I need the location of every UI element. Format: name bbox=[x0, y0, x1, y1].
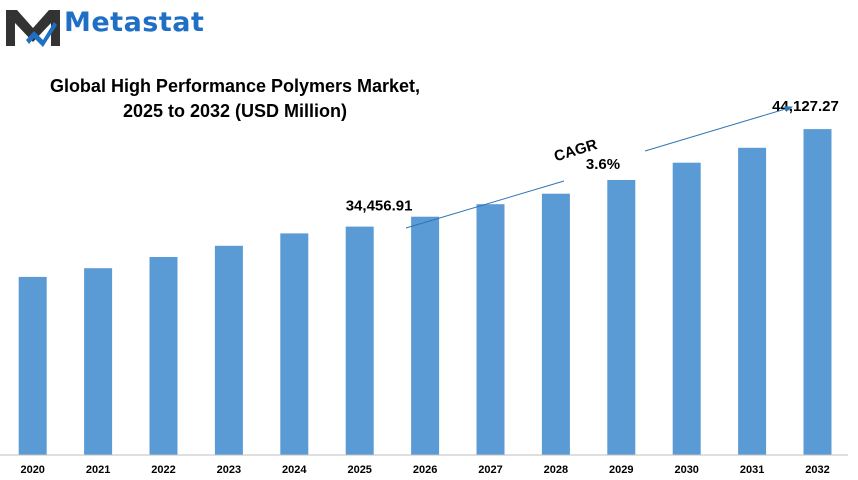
bar-2023 bbox=[214, 245, 243, 455]
x-tick-2022: 2022 bbox=[151, 464, 175, 476]
x-tick-2024: 2024 bbox=[282, 464, 307, 476]
chart-title-line-2: 2025 to 2032 (USD Million) bbox=[122, 101, 348, 121]
bar-2024 bbox=[280, 233, 309, 455]
cagr-arrow-end bbox=[644, 106, 793, 152]
x-tick-2029: 2029 bbox=[609, 464, 633, 476]
x-tick-2027: 2027 bbox=[478, 464, 502, 476]
bar-2026 bbox=[411, 216, 440, 455]
x-tick-2028: 2028 bbox=[544, 464, 568, 476]
chart-title-line-1: Global High Performance Polymers Market, bbox=[49, 76, 421, 96]
x-tick-2020: 2020 bbox=[20, 464, 44, 476]
bar-2025 bbox=[345, 226, 374, 455]
metastat-m-logo-icon bbox=[6, 10, 60, 47]
cagr-value: 3.6% bbox=[586, 156, 620, 173]
x-tick-2031: 2031 bbox=[740, 464, 764, 476]
bar-2029 bbox=[607, 180, 636, 455]
x-tick-2030: 2030 bbox=[674, 464, 698, 476]
x-tick-2032: 2032 bbox=[805, 464, 829, 476]
bar-2027 bbox=[476, 204, 505, 455]
bar-2030 bbox=[672, 162, 701, 455]
metastat-logo bbox=[6, 10, 60, 47]
chart-title: Global High Performance Polymers Market,… bbox=[20, 74, 450, 124]
bar-2031 bbox=[738, 147, 767, 456]
bar-2028 bbox=[541, 193, 570, 455]
x-tick-2025: 2025 bbox=[347, 464, 371, 476]
bar-2022 bbox=[149, 257, 178, 455]
x-tick-2023: 2023 bbox=[217, 464, 241, 476]
x-tick-2026: 2026 bbox=[413, 464, 437, 476]
data-label-2032: 44,127.27 bbox=[772, 98, 839, 115]
cagr-arrow-start bbox=[405, 180, 565, 229]
x-tick-2021: 2021 bbox=[86, 464, 110, 476]
bar-2032 bbox=[803, 129, 832, 455]
bar-2020 bbox=[18, 276, 47, 455]
bar-2021 bbox=[84, 268, 113, 455]
data-label-2026: 34,456.91 bbox=[346, 198, 413, 215]
brand-name: Metastat bbox=[64, 7, 205, 38]
